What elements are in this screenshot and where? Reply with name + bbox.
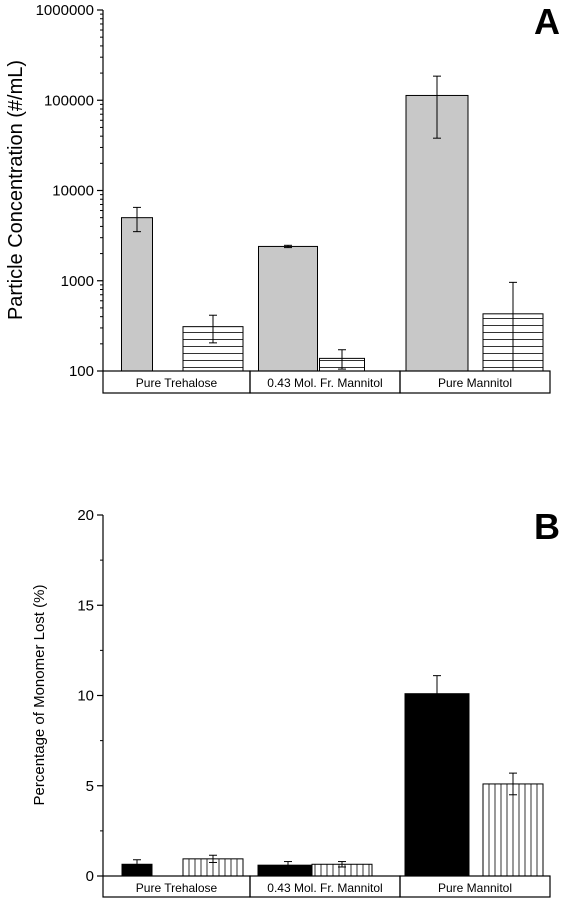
bar [258,245,318,372]
panel-label: A [534,1,560,42]
y-axis-label: Particle Concentration (#/mL) [5,60,27,320]
category-label: 0.43 Mol. Fr. Mannitol [267,881,382,895]
category-label: Pure Mannitol [438,376,512,390]
y-tick-label: 100 [69,363,94,380]
y-tick-label: 0 [86,868,94,885]
y-tick-label: 10 [77,688,94,705]
y-tick-label: 1000000 [36,2,94,19]
category-box [399,370,551,394]
bar [482,783,544,877]
category-label: Pure Mannitol [438,881,512,895]
y-tick-label: 100000 [44,92,94,109]
panel-label: B [534,506,560,547]
y-axis-label: Percentage of Monomer Lost (%) [31,585,48,806]
chart-panel-b: 0 5 10 15 20 Pure Trehalose 0.43 Mol. Fr. Mann… [31,506,560,898]
category-label: 0.43 Mol. Fr. Mannitol [267,376,382,390]
y-tick-label: 5 [86,778,94,795]
category-label: Pure Trehalose [136,881,218,895]
y-tick-label: 20 [77,507,94,524]
bar [404,693,470,877]
bar [121,217,153,372]
y-tick-label: 10000 [52,183,94,200]
y-tick-label: 15 [77,597,94,614]
category-box [399,875,551,898]
y-tick-label: 1000 [61,273,94,290]
category-label: Pure Trehalose [136,376,218,390]
chart-panel-a: 100 1000 10000 100000 1000000 Pure Trehalose 0… [5,1,560,394]
